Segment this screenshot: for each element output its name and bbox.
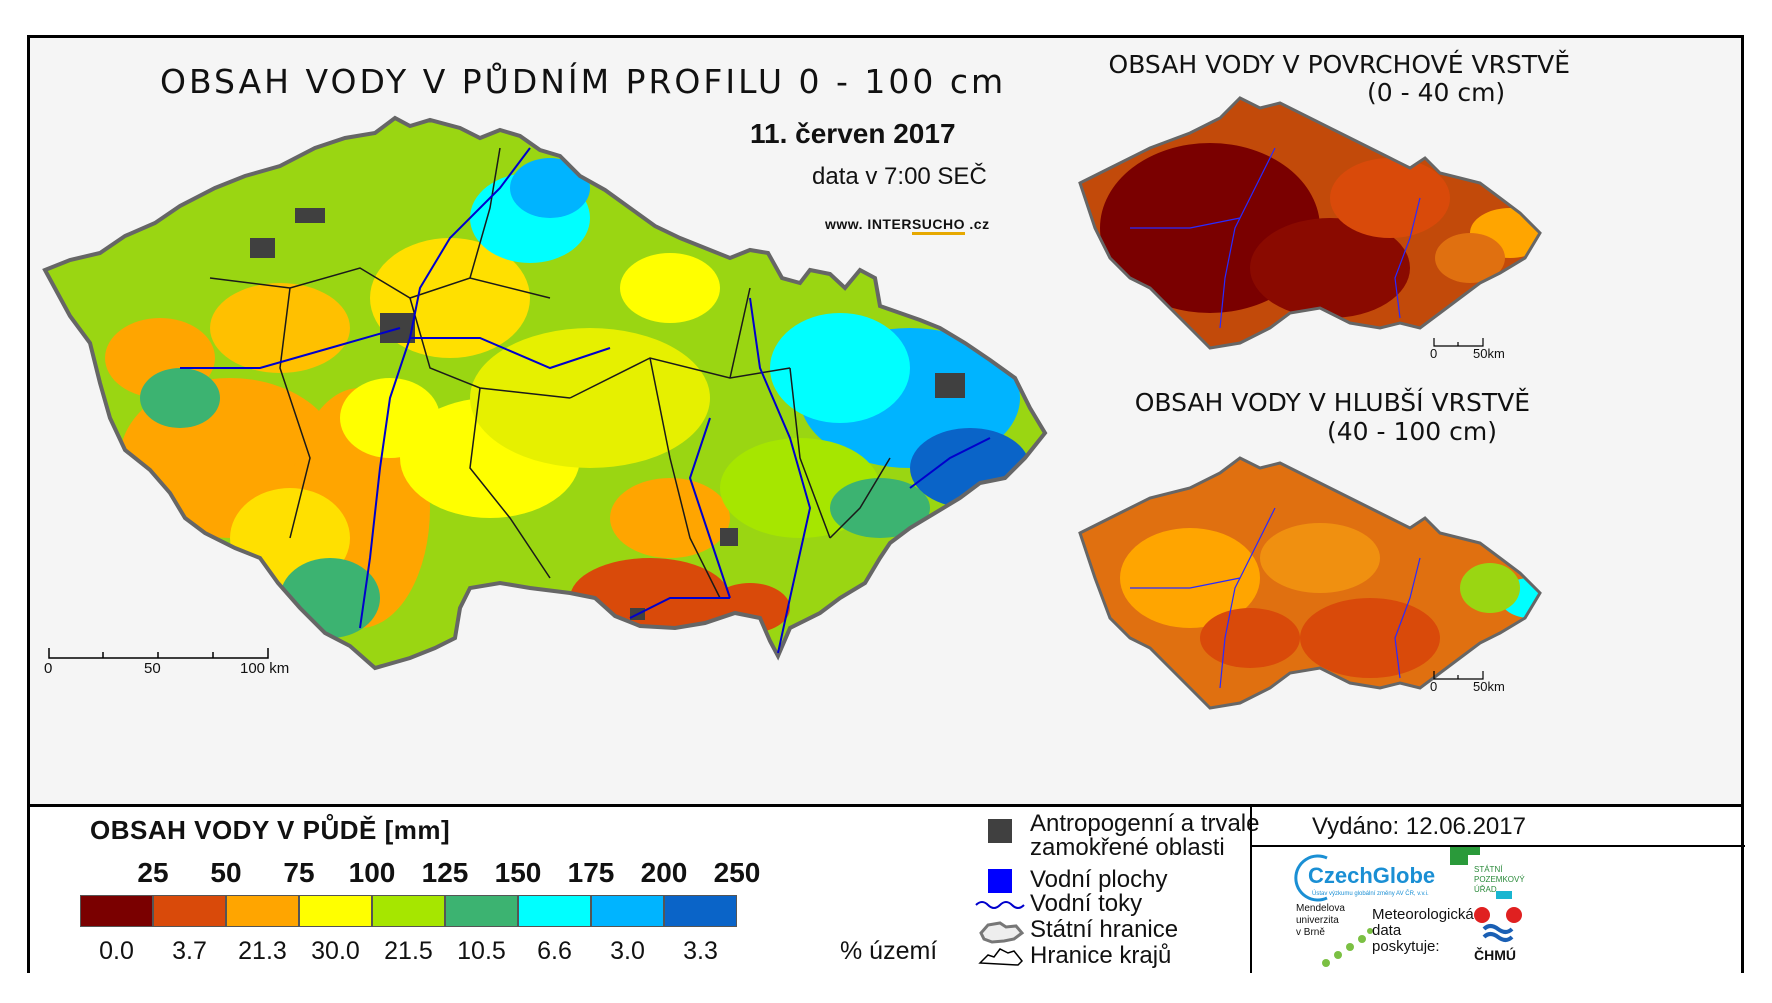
water-bodies-label: Vodní plochy <box>1030 866 1168 893</box>
region-border-icon <box>978 948 1024 966</box>
legend-percent-value: 3.3 <box>683 937 718 965</box>
anthropogenic-label-2: zamokřené oblasti <box>1030 834 1225 861</box>
mendel-line-1: Mendelova <box>1296 903 1345 914</box>
legend-percent-value: 21.3 <box>238 937 287 965</box>
inset-top-scale-zero: 0 <box>1430 346 1438 361</box>
legend-swatch <box>153 895 226 927</box>
chmu-circles-icon <box>1474 907 1522 942</box>
spu-line-2: POZEMKOVÝ <box>1474 875 1525 884</box>
inset-bottom-title: OBSAH VODY V HLUBŠÍ VRSTVĚ <box>1134 388 1530 417</box>
legend-swatch <box>445 895 518 927</box>
mendel-dots-icon <box>1322 928 1373 967</box>
legend-swatch <box>518 895 591 927</box>
main-map-date: 11. červen 2017 <box>750 118 956 149</box>
spu-logo[interactable]: STÁTNÍ POZEMKOVÝ ÚŘAD <box>1450 847 1530 907</box>
water-course-icon <box>975 901 1025 909</box>
legend-class-bound: 75 <box>283 857 315 888</box>
legend-percent-value: 21.5 <box>384 937 433 965</box>
issued-divider-horizontal <box>1250 845 1745 847</box>
meteo-line-1: Meteorologická <box>1372 906 1474 923</box>
meteo-line-2: data <box>1372 922 1402 939</box>
czechglobe-subtitle: Ústav výzkumu globální změny AV ČR, v.v.… <box>1312 891 1429 897</box>
mendel-line-3: v Brně <box>1296 927 1325 938</box>
legend-class-bound: 100 <box>348 857 396 888</box>
main-scale-mid: 50 <box>144 660 161 677</box>
state-border-icon <box>979 921 1025 944</box>
website-suffix: .cz <box>965 216 990 232</box>
website-link[interactable]: www. INTERSUCHO .cz <box>825 216 990 235</box>
main-map-time: data v 7:00 SEČ <box>812 163 987 190</box>
inset-top-map <box>1078 96 1542 350</box>
spu-mark-bar-icon <box>1450 847 1480 855</box>
chmu-mark-bar-icon <box>1496 891 1512 899</box>
mendel-line-2: univerzita <box>1296 915 1339 926</box>
legend-swatch <box>591 895 664 927</box>
issued-divider-vertical <box>1250 807 1252 973</box>
legend-swatch <box>664 895 737 927</box>
inset-bottom-map <box>1078 456 1542 710</box>
legend-percent-value: 6.6 <box>537 937 572 965</box>
legend-class-bound: 125 <box>421 857 469 888</box>
main-map <box>42 115 1048 671</box>
anthropogenic-label-1: Antropogenní a trvale <box>1030 810 1260 837</box>
main-scale-bar <box>48 648 269 659</box>
legend-swatch <box>299 895 372 927</box>
legend-percent-unit: % území <box>840 937 938 965</box>
main-map-title: OBSAH VODY V PŮDNÍM PROFILU 0 - 100 cm <box>160 62 1007 101</box>
legend-class-bound: 200 <box>640 857 688 888</box>
legend-class-bound: 50 <box>210 857 242 888</box>
map-sheet: OBSAH VODY V PŮDNÍM PROFILU 0 - 100 cm 1… <box>27 35 1745 973</box>
legend-percent-value: 3.7 <box>172 937 207 965</box>
czechglobe-arc-icon <box>1294 854 1328 902</box>
legend-swatch <box>226 895 299 927</box>
legend-class-bound: 250 <box>713 857 761 888</box>
main-scale-end: 100 km <box>240 660 290 677</box>
inset-top-title: OBSAH VODY V POVRCHOVÉ VRSTVĚ <box>1108 50 1570 79</box>
spu-name: STÁTNÍ POZEMKOVÝ ÚŘAD <box>1474 865 1525 895</box>
legend-percent-value: 3.0 <box>610 937 645 965</box>
legend-title: OBSAH VODY V PŮDĚ [mm] <box>90 815 451 845</box>
water-body-swatch <box>988 869 1012 893</box>
website-prefix: www. INTER <box>825 216 912 232</box>
main-scale-zero: 0 <box>44 660 53 677</box>
legend-divider <box>30 804 1741 807</box>
inset-top-scale-end: 50km <box>1473 346 1505 361</box>
inset-top-scale-bar <box>1433 338 1484 347</box>
legend-percent-value: 10.5 <box>457 937 506 965</box>
legend-class-bound: 150 <box>494 857 542 888</box>
legend-panel: OBSAH VODY V PŮDĚ [mm] 25 50 75 100 125 150 17… <box>30 807 1745 973</box>
region-border-label: Hranice krajů <box>1030 942 1172 969</box>
map-panel: OBSAH VODY V PŮDNÍM PROFILU 0 - 100 cm 1… <box>30 38 1741 806</box>
website-brand: SUCHO <box>911 216 965 235</box>
state-border-label: Státní hranice <box>1030 916 1179 943</box>
water-courses-label: Vodní toky <box>1030 890 1143 917</box>
chmu-name: ČHMÚ <box>1474 947 1516 963</box>
czechglobe-logo[interactable]: CzechGlobe Ústav výzkumu globální změny … <box>1292 849 1436 909</box>
spu-line-3: ÚŘAD <box>1474 885 1497 894</box>
legend-swatch <box>80 895 153 927</box>
inset-bottom-scale-zero: 0 <box>1430 679 1438 694</box>
czechglobe-name: CzechGlobe <box>1308 863 1436 888</box>
spu-line-1: STÁTNÍ <box>1474 865 1503 874</box>
meteo-line-3: poskytuje: <box>1372 938 1440 955</box>
anthropogenic-swatch <box>988 819 1012 843</box>
legend-percent-value: 30.0 <box>311 937 360 965</box>
legend-class-bound: 175 <box>567 857 615 888</box>
inset-bottom-scale-end: 50km <box>1473 679 1505 694</box>
inset-bottom-scale-bar <box>1433 671 1484 680</box>
chmu-logo[interactable]: ČHMÚ <box>1470 891 1530 971</box>
mendel-logo[interactable]: Mendelova univerzita v Brně <box>1292 903 1382 969</box>
legend-swatch <box>372 895 445 927</box>
legend-class-bound: 25 <box>137 857 169 888</box>
inset-bottom-range: (40 - 100 cm) <box>1327 417 1497 446</box>
legend-percent-value: 0.0 <box>99 937 134 965</box>
meteo-provider-text: Meteorologická data poskytuje: <box>1372 907 1474 955</box>
mendel-text: Mendelova univerzita v Brně <box>1296 903 1345 939</box>
inset-top-range: (0 - 40 cm) <box>1367 78 1506 107</box>
issued-date: Vydáno: 12.06.2017 <box>1312 813 1526 840</box>
